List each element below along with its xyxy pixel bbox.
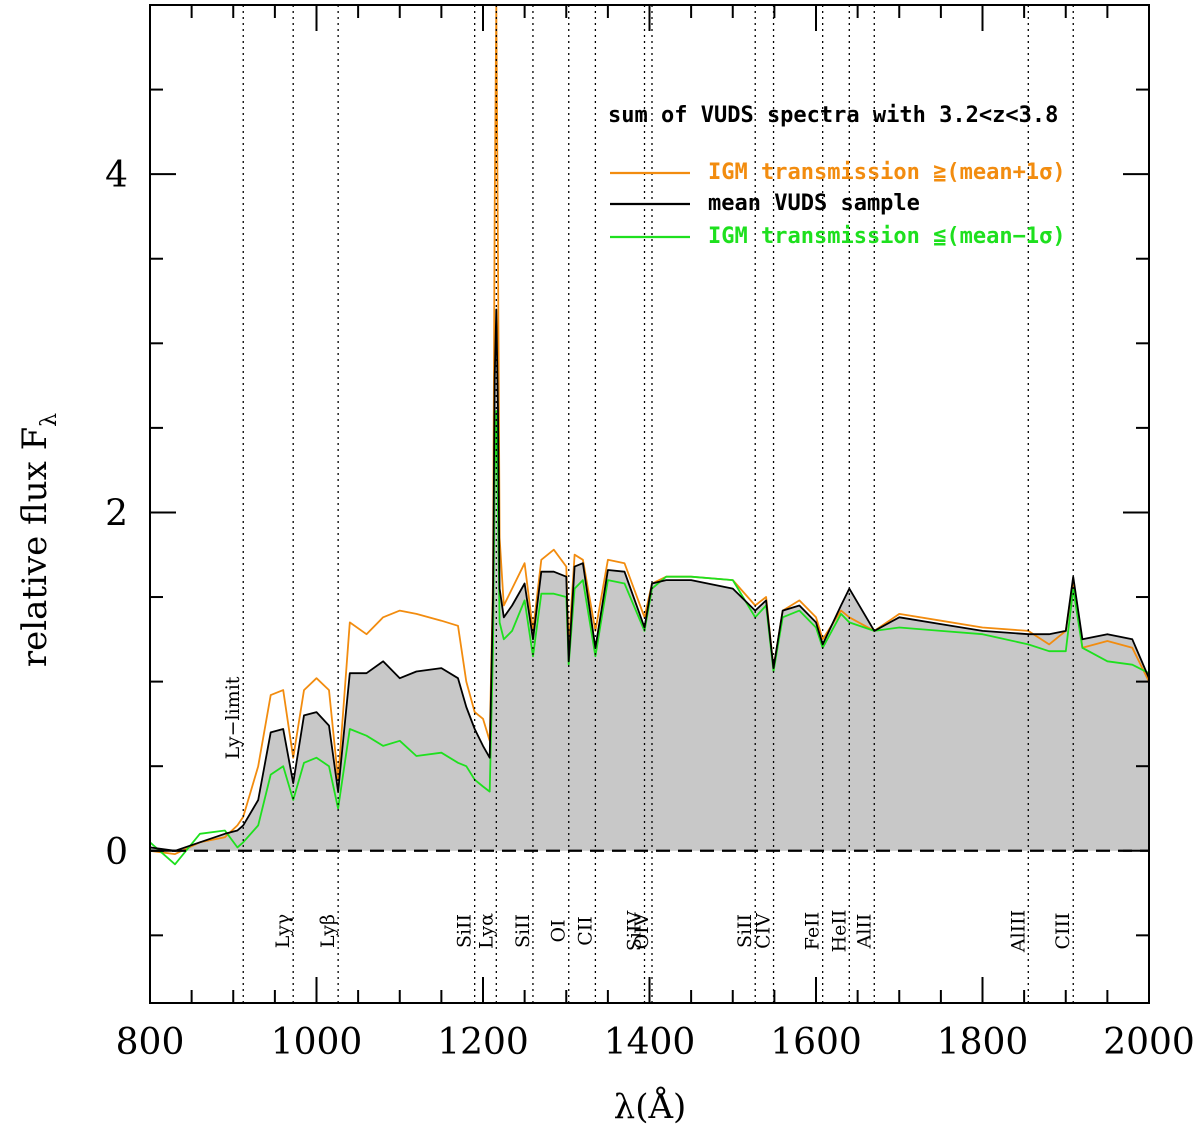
line-label: AlII — [853, 914, 875, 950]
legend: sum of VUDS spectra with 3.2<z<3.8 IGM t… — [608, 103, 1066, 249]
legend-label: IGM transmission ≦(mean−1σ) — [708, 224, 1066, 249]
y-axis-title: relative flux Fλ — [15, 413, 62, 667]
line-label: Lyα — [475, 913, 497, 949]
line-label: CIV — [753, 913, 775, 949]
y-tick-label: 4 — [105, 155, 128, 196]
plot-frame — [149, 4, 1150, 1004]
line-label: AlIII — [1007, 910, 1029, 953]
line-label: SiII — [734, 914, 756, 948]
legend-label: IGM transmission ≧(mean+1σ) — [708, 160, 1066, 185]
line-label: OIV — [631, 912, 653, 949]
x-tick-label: 1000 — [271, 1022, 363, 1063]
legend-label: mean VUDS sample — [708, 191, 920, 216]
y-tick-label: 2 — [105, 493, 128, 534]
y-axis-title-subscript: λ — [37, 413, 62, 427]
x-tick-label: 1800 — [937, 1022, 1029, 1063]
x-tick-label: 2000 — [1103, 1022, 1195, 1063]
mean-fill-area — [150, 309, 1149, 851]
y-tick-label: 0 — [105, 832, 128, 873]
chart-title: sum of VUDS spectra with 3.2<z<3.8 — [608, 103, 1058, 128]
mean-spectrum-fill — [150, 309, 1149, 851]
series-line-mean — [149, 308, 1150, 852]
ly-limit-label: Ly−limit — [222, 676, 244, 759]
x-tick-label: 1200 — [437, 1022, 529, 1063]
line-label: CIII — [1052, 912, 1074, 949]
line-label: Lyβ — [317, 914, 339, 948]
line-label: FeII — [802, 912, 824, 950]
line-label: SiII — [512, 914, 534, 948]
line-label: CII — [574, 916, 596, 946]
line-label: Lyγ — [272, 914, 294, 948]
line-label: OI — [548, 919, 570, 942]
line-label: SiIV — [624, 911, 646, 952]
series-line-lower — [149, 410, 1150, 866]
axis-ticks: 800 1000 1200 1400 1600 1800 2000 0 2 4 — [105, 4, 1195, 1063]
x-tick-label: 800 — [116, 1022, 185, 1063]
x-tick-label: 1400 — [604, 1022, 696, 1063]
line-label: SiII — [454, 914, 476, 948]
series-line-upper — [149, 4, 1150, 855]
y-axis-title-main: relative flux F — [15, 427, 55, 667]
x-axis-title: λ(Å) — [614, 1086, 687, 1127]
spectrum-series — [149, 4, 1150, 866]
line-label: HeII — [828, 910, 850, 953]
x-tick-label: 1600 — [770, 1022, 862, 1063]
